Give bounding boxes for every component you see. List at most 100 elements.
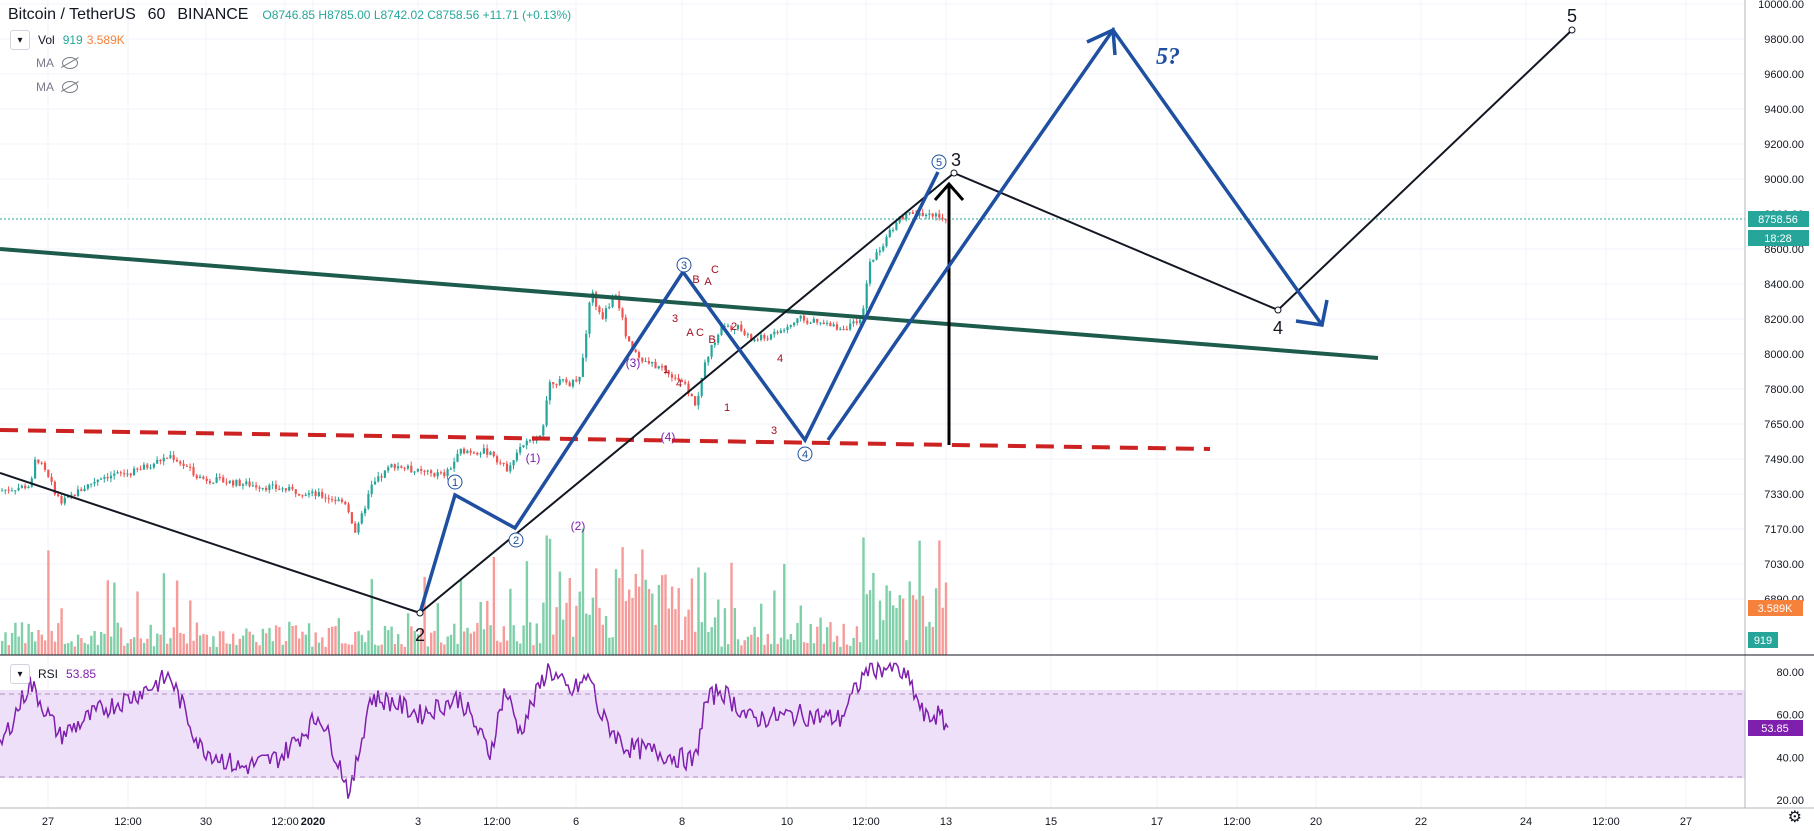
volume-bar <box>324 646 327 655</box>
ma1-legend[interactable]: MA <box>36 56 78 70</box>
ma2-legend[interactable]: MA <box>36 80 78 94</box>
volume-bar <box>700 622 703 655</box>
candle-body <box>50 476 53 482</box>
candle-body <box>713 342 716 345</box>
candle-body <box>928 213 931 215</box>
volume-bar <box>410 626 413 655</box>
symbol-name: Bitcoin / TetherUS <box>8 6 136 23</box>
volume-bar <box>162 573 166 655</box>
volume-bar <box>377 645 380 655</box>
chart-grid <box>0 0 1745 808</box>
candle-body <box>390 464 393 468</box>
candle-body <box>245 481 248 485</box>
volume-bar <box>76 634 80 655</box>
volume-bar <box>773 590 776 655</box>
candle-body <box>7 489 10 491</box>
volume-bar <box>730 562 733 655</box>
time-tick-label: 30 <box>200 816 212 828</box>
collapse-chevron-icon[interactable]: ▾ <box>10 30 30 50</box>
settings-gear-icon[interactable]: ⚙ <box>1787 809 1802 826</box>
volume-bar <box>733 607 736 655</box>
rsi-legend[interactable]: ▾ RSI 53.85 <box>10 664 96 684</box>
volume-bar <box>812 643 816 655</box>
candle-body <box>796 318 799 323</box>
hidden-eye-icon[interactable] <box>62 57 78 69</box>
volume-bar <box>852 637 855 655</box>
candle-body <box>931 213 934 217</box>
volume-bar <box>915 599 918 655</box>
volume-bar <box>486 600 489 655</box>
point-5 <box>1568 26 1576 34</box>
volume-bar <box>763 644 766 655</box>
time-tick-label: 10 <box>781 816 793 828</box>
volume-bar <box>416 634 420 655</box>
volume-bar <box>271 641 274 655</box>
volume-bar <box>27 623 30 655</box>
volume-bar <box>70 641 73 655</box>
candle-body <box>476 452 479 455</box>
volume-bar <box>133 637 136 655</box>
candle-body <box>892 229 895 231</box>
volume-bar <box>816 626 819 655</box>
sub-label-a-top: A <box>704 276 712 288</box>
volume-bar <box>538 643 542 655</box>
volume-bar <box>30 631 34 655</box>
candle-body <box>364 508 367 514</box>
candle-body <box>552 382 555 385</box>
candle-body <box>631 341 634 350</box>
volume-bar <box>941 607 944 655</box>
candle-body <box>222 477 225 483</box>
volume-bar <box>90 635 93 655</box>
volume-bar <box>53 641 57 655</box>
wave-label-4-black: 4 <box>1273 318 1283 338</box>
candle-body <box>634 349 637 353</box>
candle-body <box>27 486 30 489</box>
volume-bar <box>542 602 545 655</box>
volume-bar <box>96 644 100 655</box>
exchange: BINANCE <box>177 6 249 23</box>
rsi-tick-label: 20.00 <box>1776 795 1804 807</box>
candle-body <box>86 484 89 489</box>
candle-body <box>555 384 558 386</box>
candle-body <box>235 479 238 486</box>
candle-body <box>509 465 512 472</box>
wave-labels: 1 2 3 4 5 (1) (2) (3) (4) 2 3 4 5 5? C B… <box>415 6 1577 645</box>
volume-legend[interactable]: ▾ Vol 919 3.589K <box>10 30 125 50</box>
candle-body <box>496 456 499 463</box>
candle-body <box>453 461 456 469</box>
candle-body <box>212 482 215 484</box>
volume-bar <box>756 637 760 655</box>
candle-body <box>225 482 228 484</box>
candle-body <box>162 457 165 462</box>
candle-body <box>393 464 396 469</box>
candle-body <box>664 367 667 371</box>
candle-body <box>116 472 119 474</box>
candle-body <box>179 461 182 464</box>
candle-body <box>126 473 129 475</box>
volume-bar <box>10 632 14 655</box>
candle-body <box>723 326 726 328</box>
svg-text:3.589K: 3.589K <box>1758 603 1794 615</box>
candle-body <box>205 478 208 481</box>
time-tick-label: 22 <box>1415 816 1427 828</box>
volume-bar <box>875 639 878 655</box>
volume-bar <box>614 569 618 655</box>
candle-body <box>261 487 264 489</box>
point-2 <box>416 609 424 617</box>
volume-bar <box>783 563 786 655</box>
volume-bar <box>855 626 859 655</box>
candle-body <box>779 330 782 333</box>
volume-bar <box>522 625 525 655</box>
hidden-eye-icon[interactable] <box>62 81 78 93</box>
volume-bar <box>911 595 915 655</box>
ohlc-values: O8746.85 H8785.00 L8742.02 C8758.56 +11.… <box>262 8 571 22</box>
volume-bar <box>829 622 832 655</box>
symbol-legend[interactable]: Bitcoin / TetherUS 60 BINANCE O8746.85 H… <box>8 6 571 24</box>
collapse-chevron-icon[interactable]: ▾ <box>10 664 30 684</box>
volume-bar <box>228 643 232 655</box>
volume-bar <box>199 635 202 655</box>
volume-bar <box>218 631 222 655</box>
wave-label-4-circle: 4 <box>802 449 808 461</box>
candle-body <box>707 356 710 363</box>
